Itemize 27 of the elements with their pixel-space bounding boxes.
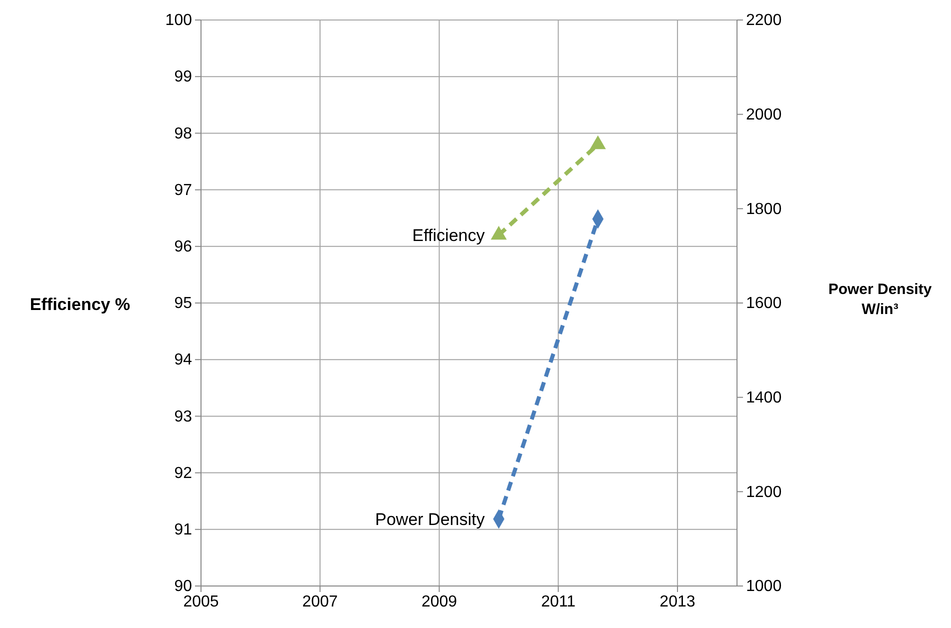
x-tick-label: 2013 [660,593,696,610]
y-tick-label: 96 [174,238,192,256]
y-tick-label: 100 [165,12,192,30]
y-tick-label: 95 [174,295,192,312]
y2-tick-label: 1200 [746,484,782,501]
x-tick-label: 2011 [541,593,576,610]
y2-tick-label: 1400 [746,389,782,406]
y-tick-label: 94 [174,352,192,369]
y-tick-label: 93 [174,408,192,426]
y2-tick-label: 1000 [746,578,782,596]
series-label: Efficiency [412,226,486,246]
y-tick-label: 99 [174,68,192,86]
y2-tick-label: 2200 [746,12,782,30]
x-tick-label: 2009 [421,593,458,610]
y-tick-label: 91 [174,522,192,539]
y-tick-label: 98 [174,125,192,142]
y-tick-label: 97 [174,182,192,199]
series-label: Power Density [375,510,486,530]
y2-tick-label: 2000 [746,106,782,124]
x-tick-label: 2005 [183,593,219,610]
x-tick-label: 2007 [302,593,338,610]
y2-tick-label: 1600 [746,295,782,312]
y-axis-title: Efficiency % [30,295,130,314]
y-tick-label: 90 [174,578,192,596]
y2-tick-label: 1800 [746,200,782,218]
y-tick-label: 92 [174,464,192,482]
y2-axis-title: Power Density W/in³ [828,281,932,318]
